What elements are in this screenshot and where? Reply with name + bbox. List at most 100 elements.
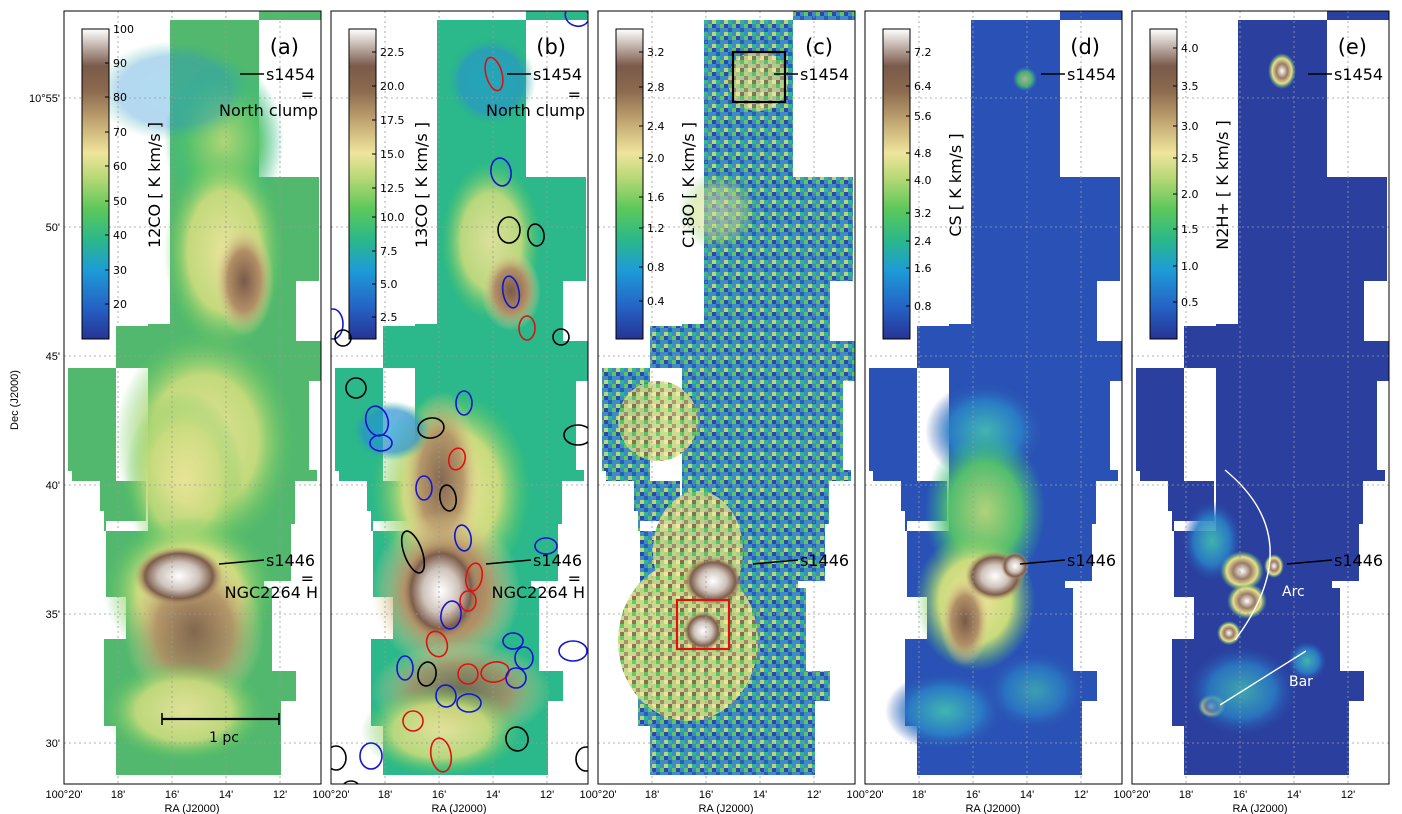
ra-tick-label: 12' [273, 789, 287, 801]
ra-tick-label: 100°20' [1113, 789, 1150, 801]
emission-blob [683, 556, 743, 606]
black-ellipse [505, 726, 529, 752]
red-ellipse [457, 663, 479, 685]
red-ellipse [480, 661, 510, 683]
colorbar-tick-label: 3.0 [1181, 120, 1199, 133]
s1446-label: s1446 [1334, 551, 1383, 570]
s1446-label: s1446 [800, 551, 849, 570]
panel-letter: (e) [1338, 35, 1367, 59]
blue-ellipse [501, 275, 521, 309]
zoom-box-south [675, 598, 731, 651]
blue-ellipse [415, 475, 433, 501]
s1454-label: s1454 [1334, 65, 1383, 84]
ra-tick-label: 18' [378, 789, 392, 801]
north-clump-label: North clump [486, 101, 585, 120]
panel-letter: (b) [536, 35, 566, 59]
arc-curve [1224, 469, 1271, 641]
bar-label: Bar [1289, 674, 1313, 690]
black-ellipse [497, 216, 521, 244]
colorbar-tick-label: 5.6 [914, 110, 932, 123]
colorbar-label: N2H+ [ K km/s ] [1213, 120, 1232, 249]
colorbar-tick-label: 3.5 [1181, 80, 1199, 93]
colorbar-tick-label: 100 [113, 23, 134, 36]
s1446-label: s1446 [533, 551, 582, 570]
s1446-label: s1446 [266, 551, 315, 570]
black-ellipse [563, 424, 588, 446]
colorbar [81, 28, 110, 340]
colorbar-tick-label: 0.8 [914, 300, 932, 313]
black-ellipse [527, 223, 545, 247]
panel-letter: (d) [1070, 35, 1100, 59]
black-ellipse [552, 328, 570, 346]
ra-tick-label: 14' [486, 789, 500, 801]
panel-b: 100°20' 18' 16' 14' 12' RA (J2000) 22.5 20.0 17.… [312, 10, 589, 814]
colorbar [1149, 28, 1178, 340]
ra-tick-label: 16' [165, 789, 179, 801]
panel-d: 100°20' 18' 16' 14' 12' RA (J2000) 7.2 6.4 5.6 4.… [846, 10, 1123, 814]
black-ellipse [334, 329, 352, 347]
zoom-box-north [731, 50, 787, 104]
colorbar-tick-label: 90 [113, 57, 127, 70]
blue-ellipse [558, 640, 588, 662]
ra-tick-label: 12' [807, 789, 821, 801]
equals-sign: = [568, 569, 581, 588]
colorbar-tick-label: 4.0 [914, 174, 932, 187]
ellipse-layer [331, 11, 588, 784]
colorbar-tick-label: 7.5 [380, 245, 398, 258]
panel-e: 100°20' 18' 16' 14' 12' RA (J2000) 4.0 3.5 3.0 2.… [1113, 10, 1390, 814]
ra-tick-label: 16' [1233, 789, 1247, 801]
panels-layer: 100°20' 18' 16' 14' 12' RA (J2000) 100 90 80 70 60… [29, 10, 1390, 814]
bar-line [1219, 650, 1307, 706]
emission-blob [1264, 554, 1284, 578]
ra-tick-label: 12' [1074, 789, 1088, 801]
blue-ellipse [505, 667, 527, 689]
panel-frame [330, 10, 589, 785]
ra-axis-title: RA (J2000) [965, 803, 1020, 814]
panel-frame [864, 10, 1123, 785]
emission-blob [134, 546, 224, 606]
ra-tick-label: 14' [1287, 789, 1301, 801]
colorbar-tick-label: 20.0 [380, 80, 405, 93]
emission-blob [1220, 551, 1264, 591]
ra-tick-label: 18' [645, 789, 659, 801]
emission-blob [885, 671, 1005, 751]
ra-tick-label: 100°20' [312, 789, 349, 801]
colorbar-tick-label: 20 [113, 298, 127, 311]
emission-blob [104, 661, 264, 761]
panel-frame [597, 10, 856, 785]
panel-frame [1131, 10, 1390, 785]
blue-ellipse [396, 655, 414, 681]
blue-ellipse [502, 632, 524, 650]
colorbar-tick-label: 22.5 [380, 46, 405, 59]
blue-ellipse [331, 308, 344, 340]
blue-ellipse [369, 434, 393, 452]
red-ellipse [518, 315, 536, 341]
colorbar-tick-label: 7.2 [914, 46, 932, 59]
dec-tick-label: 10°55' [29, 93, 60, 105]
ngc2264h-label: NGC2264 H [225, 583, 318, 602]
colorbar-tick-label: 40 [113, 229, 127, 242]
ra-axis-title: RA (J2000) [164, 803, 219, 814]
emission-blob [1001, 552, 1029, 580]
blue-ellipse [456, 693, 482, 713]
emission-blob [1227, 583, 1267, 619]
ra-axis-title: RA (J2000) [1232, 803, 1287, 814]
colorbar-tick-label: 15.0 [380, 148, 405, 161]
panel-a: 100°20' 18' 16' 14' 12' RA (J2000) 100 90 80 70 60… [45, 10, 322, 814]
blue-ellipse [440, 600, 462, 630]
s1446-pointer [752, 559, 799, 565]
colorbar-tick-label: 3.2 [647, 46, 665, 59]
colorbar-tick-label: 0.4 [647, 295, 665, 308]
emission-blob [214, 226, 274, 336]
colorbar-tick-label: 80 [113, 91, 127, 104]
equals-sign: = [301, 85, 314, 104]
blue-ellipse [359, 742, 383, 770]
colorbar-tick-label: 3.2 [914, 207, 932, 220]
emission-blob [683, 611, 723, 651]
red-ellipse [429, 737, 453, 773]
red-ellipse [447, 447, 467, 471]
panel-letter: (a) [270, 35, 299, 59]
ra-tick-label: 100°20' [45, 789, 82, 801]
colorbar-tick-label: 2.5 [1181, 152, 1199, 165]
ra-tick-label: 14' [219, 789, 233, 801]
